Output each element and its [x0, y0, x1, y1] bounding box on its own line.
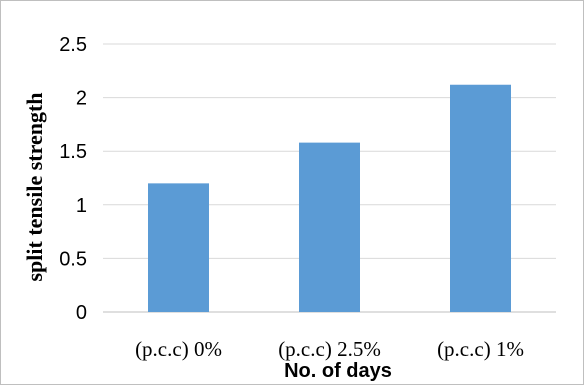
- x-tick-label: (p.c.c) 0%: [135, 337, 222, 361]
- bar: [299, 142, 360, 312]
- x-tick-label: (p.c.c) 2.5%: [278, 337, 381, 361]
- y-tick-label: 2: [76, 88, 87, 110]
- x-tick-labels: (p.c.c) 0% (p.c.c) 2.5% (p.c.c) 1%: [135, 337, 524, 361]
- y-tick-labels: 0 0.5 1 1.5 2 2.5: [59, 34, 87, 324]
- x-axis-title: No. of days: [284, 360, 392, 382]
- y-tick-label: 2.5: [59, 34, 87, 56]
- bar: [450, 84, 511, 313]
- y-tick-label: 0.5: [59, 248, 87, 270]
- y-tick-label: 0: [76, 302, 87, 324]
- y-tick-label: 1: [76, 195, 87, 217]
- x-tick-label: (p.c.c) 1%: [437, 337, 524, 361]
- bars: [148, 84, 511, 313]
- y-tick-label: 1.5: [59, 141, 87, 163]
- y-axis-title: split tensile strength: [22, 92, 47, 281]
- bar: [148, 183, 209, 312]
